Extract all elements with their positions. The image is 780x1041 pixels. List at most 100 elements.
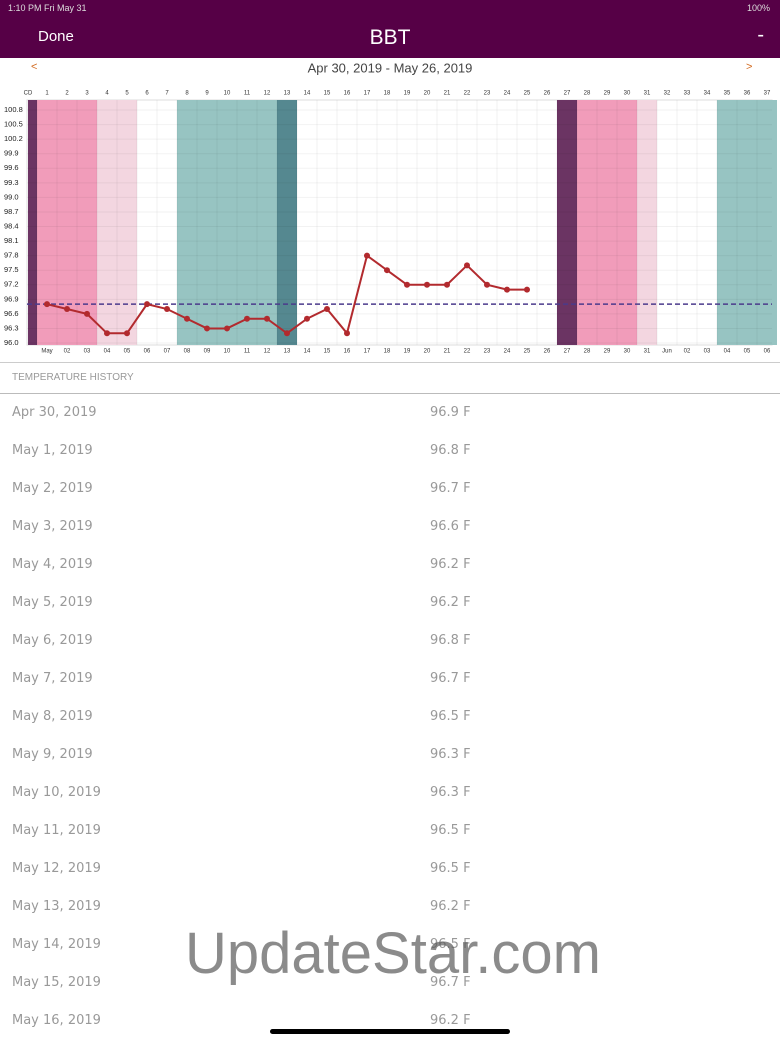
history-row[interactable]: May 6, 2019 96.8 F bbox=[0, 622, 780, 660]
history-date: May 2, 2019 bbox=[12, 481, 93, 496]
cd-label: 18 bbox=[384, 91, 391, 97]
cd-label: 13 bbox=[284, 91, 291, 97]
date-label: Jun bbox=[662, 349, 672, 355]
history-row[interactable]: May 16, 2019 96.2 F bbox=[0, 1002, 780, 1040]
temperature-point bbox=[384, 267, 390, 274]
history-temp: 96.7 F bbox=[430, 975, 471, 990]
prev-button[interactable]: < bbox=[31, 61, 37, 73]
history-temp: 96.5 F bbox=[430, 937, 471, 952]
cd-label: 23 bbox=[484, 91, 491, 97]
history-row[interactable]: May 7, 2019 96.7 F bbox=[0, 660, 780, 698]
temperature-point bbox=[184, 315, 190, 322]
date-label: 09 bbox=[204, 349, 211, 355]
minus-button[interactable]: - bbox=[757, 24, 764, 46]
date-label: 06 bbox=[144, 349, 151, 355]
next-button[interactable]: > bbox=[746, 61, 752, 73]
date-label: 03 bbox=[84, 349, 91, 355]
temperature-point bbox=[504, 286, 510, 293]
y-tick-label: 98.4 bbox=[4, 221, 19, 230]
date-label: 22 bbox=[464, 349, 471, 355]
cd-label: 8 bbox=[185, 91, 189, 97]
history-row[interactable]: May 5, 2019 96.2 F bbox=[0, 584, 780, 622]
cd-label: 12 bbox=[264, 91, 271, 97]
history-row[interactable]: May 14, 2019 96.5 F bbox=[0, 926, 780, 964]
cd-label: 7 bbox=[165, 91, 169, 97]
history-row[interactable]: May 3, 2019 96.6 F bbox=[0, 508, 780, 546]
date-label: 17 bbox=[364, 349, 371, 355]
y-tick-label: 97.5 bbox=[4, 265, 19, 274]
date-label: 18 bbox=[384, 349, 391, 355]
y-tick-label: 98.7 bbox=[4, 207, 19, 216]
cd-label: 27 bbox=[564, 91, 571, 97]
history-row[interactable]: Apr 30, 2019 96.9 F bbox=[0, 394, 780, 432]
y-tick-label: 100.5 bbox=[4, 120, 23, 129]
cd-label: 17 bbox=[364, 91, 371, 97]
history-row[interactable]: May 8, 2019 96.5 F bbox=[0, 698, 780, 736]
y-tick-label: 99.3 bbox=[4, 178, 19, 187]
history-date: May 11, 2019 bbox=[12, 823, 101, 838]
status-battery: 100% bbox=[746, 3, 770, 13]
history-row[interactable]: May 2, 2019 96.7 F bbox=[0, 470, 780, 508]
date-label: 29 bbox=[604, 349, 611, 355]
cd-label: 3 bbox=[85, 91, 89, 97]
date-label: 16 bbox=[344, 349, 351, 355]
date-label: 08 bbox=[184, 349, 191, 355]
history-temp: 96.2 F bbox=[430, 557, 471, 572]
cd-label: 35 bbox=[724, 91, 731, 97]
cd-label: 10 bbox=[224, 91, 231, 97]
y-tick-label: 99.0 bbox=[4, 192, 19, 201]
temperature-point bbox=[304, 315, 310, 322]
temperature-point bbox=[84, 310, 90, 317]
date-label: 02 bbox=[64, 349, 71, 355]
history-row[interactable]: May 9, 2019 96.3 F bbox=[0, 736, 780, 774]
y-tick-label: 99.9 bbox=[4, 149, 19, 158]
date-label: 20 bbox=[424, 349, 431, 355]
cd-label: 11 bbox=[244, 91, 251, 97]
cd-label: 6 bbox=[145, 91, 149, 97]
history-row[interactable]: May 10, 2019 96.3 F bbox=[0, 774, 780, 812]
date-label: 13 bbox=[284, 349, 291, 355]
history-row[interactable]: May 13, 2019 96.2 F bbox=[0, 888, 780, 926]
history-date: May 13, 2019 bbox=[12, 899, 101, 914]
date-label: 10 bbox=[224, 349, 231, 355]
chart-title: Apr 30, 2019 - May 26, 2019 bbox=[308, 60, 473, 75]
history-row[interactable]: May 1, 2019 96.8 F bbox=[0, 432, 780, 470]
date-label: 24 bbox=[504, 349, 511, 355]
history-row[interactable]: May 12, 2019 96.5 F bbox=[0, 850, 780, 888]
history-row[interactable]: May 11, 2019 96.5 F bbox=[0, 812, 780, 850]
temperature-point bbox=[444, 281, 450, 288]
y-tick-label: 96.6 bbox=[4, 309, 19, 318]
history-temp: 96.7 F bbox=[430, 481, 471, 496]
band bbox=[28, 100, 37, 345]
history-date: May 16, 2019 bbox=[12, 1013, 101, 1028]
history-row[interactable]: May 15, 2019 96.7 F bbox=[0, 964, 780, 1002]
y-tick-label: 98.1 bbox=[4, 236, 19, 245]
plot-area bbox=[26, 99, 773, 346]
date-label: 04 bbox=[724, 349, 731, 355]
cd-label: 26 bbox=[544, 91, 551, 97]
temperature-point bbox=[164, 306, 170, 313]
cd-label: 15 bbox=[324, 91, 331, 97]
history-row[interactable]: May 4, 2019 96.2 F bbox=[0, 546, 780, 584]
date-label: 19 bbox=[404, 349, 411, 355]
date-label: 06 bbox=[764, 349, 771, 355]
temperature-point bbox=[464, 262, 470, 269]
date-label: 11 bbox=[244, 349, 251, 355]
date-label: 04 bbox=[104, 349, 111, 355]
status-time: 1:10 PM Fri May 31 bbox=[8, 3, 87, 13]
band bbox=[577, 100, 637, 345]
temperature-point bbox=[404, 281, 410, 288]
history-date: May 8, 2019 bbox=[12, 709, 93, 724]
cd-label: 14 bbox=[304, 91, 311, 97]
done-button[interactable]: Done bbox=[38, 28, 74, 45]
nav-title: BBT bbox=[369, 26, 411, 49]
temperature-point bbox=[344, 330, 350, 337]
history-temp: 96.3 F bbox=[430, 747, 471, 762]
date-label: 02 bbox=[684, 349, 691, 355]
history-temp: 96.2 F bbox=[430, 595, 471, 610]
history-temp: 96.5 F bbox=[430, 709, 471, 724]
y-tick-label: 100.2 bbox=[4, 134, 23, 143]
y-tick-label: 97.2 bbox=[4, 280, 19, 289]
date-label: 03 bbox=[704, 349, 711, 355]
